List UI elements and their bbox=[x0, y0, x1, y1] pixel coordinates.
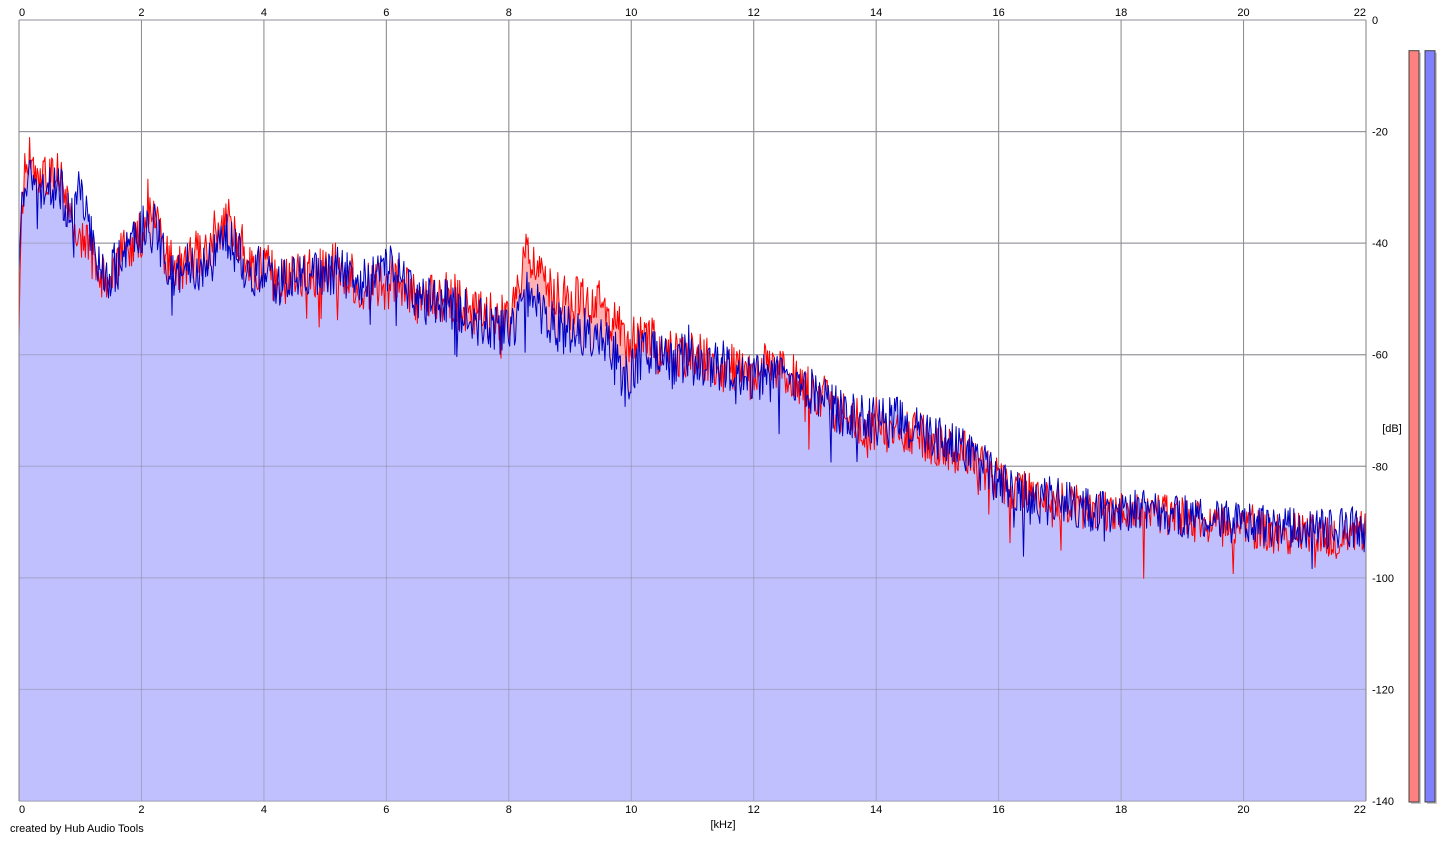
credit-text: created by Hub Audio Tools bbox=[10, 823, 144, 835]
y-tick-label: -40 bbox=[1372, 238, 1388, 250]
x-tick-label-top: 22 bbox=[1354, 7, 1366, 19]
x-tick-label-bottom: 16 bbox=[993, 804, 1005, 816]
x-tick-label-top: 12 bbox=[748, 7, 760, 19]
level-meter-bar-1 bbox=[1424, 50, 1436, 803]
x-tick-label-bottom: 22 bbox=[1354, 804, 1366, 816]
x-tick-label-top: 14 bbox=[870, 7, 882, 19]
y-axis-ticks: 0 -20 -40 -60 -80 -100 -120 -140 bbox=[1372, 15, 1394, 808]
x-tick-label-top: 6 bbox=[383, 7, 389, 19]
x-tick-label-top: 16 bbox=[993, 7, 1005, 19]
x-tick-label-bottom: 10 bbox=[625, 804, 637, 816]
series-area-1 bbox=[19, 160, 1366, 802]
x-tick-label-top: 4 bbox=[261, 7, 267, 19]
y-axis-label: [dB] bbox=[1382, 423, 1402, 435]
x-axis-label: [kHz] bbox=[710, 819, 735, 831]
x-tick-label-bottom: 2 bbox=[138, 804, 144, 816]
level-meters bbox=[1408, 50, 1437, 804]
x-tick-label-top: 2 bbox=[138, 7, 144, 19]
series-line-1 bbox=[18, 159, 1367, 570]
y-tick-label: -80 bbox=[1372, 461, 1388, 473]
series-areas bbox=[18, 19, 1367, 802]
y-tick-label: 0 bbox=[1372, 15, 1378, 27]
y-tick-label: -120 bbox=[1372, 684, 1394, 696]
y-tick-label: -100 bbox=[1372, 573, 1394, 585]
y-tick-label: -20 bbox=[1372, 127, 1388, 139]
x-tick-label-top: 0 bbox=[19, 7, 25, 19]
x-tick-label-top: 8 bbox=[506, 7, 512, 19]
x-tick-label-top: 20 bbox=[1237, 7, 1249, 19]
x-tick-label-bottom: 8 bbox=[506, 804, 512, 816]
x-tick-label-bottom: 6 bbox=[383, 804, 389, 816]
x-tick-label-top: 18 bbox=[1115, 7, 1127, 19]
x-tick-label-bottom: 12 bbox=[748, 804, 760, 816]
x-tick-label-bottom: 14 bbox=[870, 804, 882, 816]
series-lines bbox=[18, 137, 1367, 579]
x-tick-label-bottom: 0 bbox=[19, 804, 25, 816]
x-tick-label-bottom: 18 bbox=[1115, 804, 1127, 816]
x-tick-label-top: 10 bbox=[625, 7, 637, 19]
y-tick-label: -60 bbox=[1372, 350, 1388, 362]
x-tick-label-bottom: 4 bbox=[261, 804, 267, 816]
y-tick-label: -140 bbox=[1372, 796, 1394, 808]
level-meter-bar-0 bbox=[1408, 50, 1420, 803]
plot-frame bbox=[18, 20, 1367, 801]
x-tick-label-bottom: 20 bbox=[1237, 804, 1249, 816]
